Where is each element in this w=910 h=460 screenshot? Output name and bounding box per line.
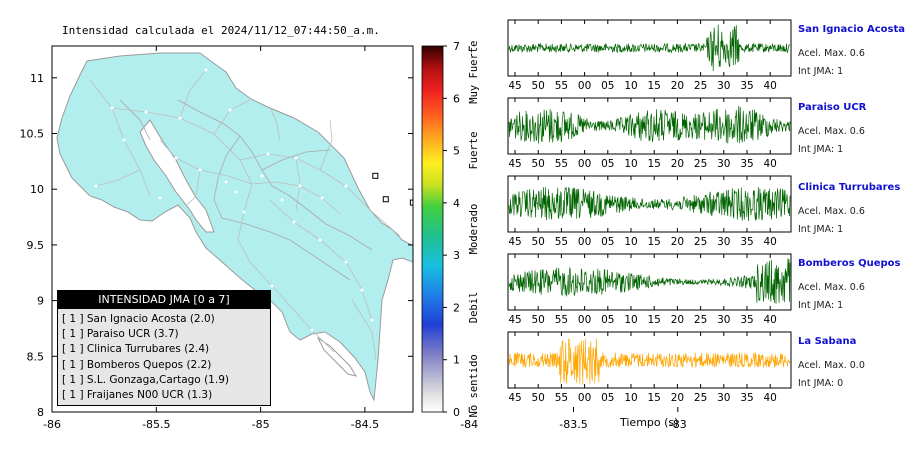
station-marker[interactable] xyxy=(463,192,468,197)
lat-tick-label: 8.5 xyxy=(27,350,45,363)
colorbar-tick-label: 2 xyxy=(453,301,460,314)
station-jma-intensity: Int JMA: 1 xyxy=(798,300,844,311)
lon-tick-label: -86 xyxy=(43,418,61,431)
station-max-acceleration: Acel. Max. 0.6 xyxy=(798,48,865,59)
town-dots xyxy=(94,68,374,332)
station-marker[interactable] xyxy=(450,189,455,194)
legend-entry: [ 1 ] San Ignacio Acosta (2.0) xyxy=(62,313,215,325)
station-name: La Sabana xyxy=(798,336,857,347)
lat-tick-label: 10.5 xyxy=(20,128,45,141)
legend-entry: [ 1 ] Fraijanes N00 UCR (1.3) xyxy=(62,388,213,401)
lat-tick-label: 9.5 xyxy=(27,239,45,252)
lon-tick-label: -83.5 xyxy=(559,418,587,431)
lon-tick-label: -85 xyxy=(252,418,270,431)
colorbar-category-label: Debil xyxy=(468,292,480,324)
station-marker[interactable] xyxy=(372,172,379,179)
station-marker[interactable] xyxy=(567,332,572,337)
station-name: Bomberos Quepos xyxy=(798,258,901,269)
station-name: Clinica Turrubares xyxy=(798,182,901,193)
legend-header: INTENSIDAD JMA [0 a 7] xyxy=(58,291,270,309)
lon-tick-label: -84.5 xyxy=(351,418,379,431)
intensity-colorbar xyxy=(421,45,444,413)
station-marker[interactable] xyxy=(483,203,488,208)
legend-entry: [ 1 ] Clinica Turrubares (2.4) xyxy=(62,343,210,356)
lat-tick-label: 8 xyxy=(37,406,44,419)
lon-tick-label: -85.5 xyxy=(142,418,170,431)
map-frame xyxy=(51,45,414,413)
colorbar-category-label: No sentido xyxy=(468,354,480,417)
station-max-acceleration: Acel. Max. 0.6 xyxy=(798,206,865,217)
station-max-acceleration: Acel. Max. 0.0 xyxy=(798,360,865,371)
lat-tick-label: 11 xyxy=(30,72,44,85)
colorbar-category-label: Moderado xyxy=(468,204,480,255)
lon-tick-label: -83 xyxy=(669,418,687,431)
golfo-dulce xyxy=(316,336,358,377)
station-jma-intensity: Int JMA: 1 xyxy=(798,224,844,235)
lat-tick-label: 10 xyxy=(30,183,44,196)
colorbar-category-label: Muy Fuerte xyxy=(468,41,480,104)
station-max-acceleration: Acel. Max. 0.6 xyxy=(798,126,865,137)
station-jma-intensity: Int JMA: 0 xyxy=(798,378,844,389)
station-max-acceleration: Acel. Max. 0.6 xyxy=(798,282,865,293)
colorbar-tick-label: 7 xyxy=(453,40,460,53)
station-marker[interactable] xyxy=(382,196,389,203)
colorbar-tick-label: 1 xyxy=(453,354,460,367)
station-marker[interactable] xyxy=(533,197,538,202)
station-jma-intensity: Int JMA: 1 xyxy=(798,144,844,155)
map-title: Intensidad calculada el 2024/11/12_07:44… xyxy=(62,24,380,37)
station-jma-intensity: Int JMA: 1 xyxy=(798,66,844,77)
colorbar-tick-label: 3 xyxy=(453,249,460,262)
colorbar-tick-label: 6 xyxy=(453,92,460,105)
colorbar-tick-label: 0 xyxy=(453,406,460,419)
legend-list: [ 1 ] San Ignacio Acosta (2.0) [ 1 ] Para… xyxy=(58,309,270,403)
colorbar-tick-label: 4 xyxy=(453,197,460,210)
station-name: Paraiso UCR xyxy=(798,102,867,113)
map-axes: -86 -85.5 -85 -84.5 -84 -83.5 -831110.5109.598… xyxy=(20,46,687,431)
province-borders xyxy=(119,99,373,281)
station-marker[interactable] xyxy=(444,201,449,206)
time-axis-label: Tiempo (s) xyxy=(620,416,679,429)
gulf-of-nicoya xyxy=(139,119,215,233)
intensity-legend: INTENSIDAD JMA [0 a 7] [ 1 ] San Ignacio… xyxy=(57,290,271,406)
colorbar-tick-label: 5 xyxy=(453,145,460,158)
colorbar-axes: 0 1 2 3 4 5 6 7 No sentido Debil Moderado Fuerte Muy… xyxy=(443,40,480,419)
colorbar-category-label: Fuerte xyxy=(468,132,480,170)
lon-tick-label: -84 xyxy=(460,418,478,431)
legend-entry: [ 1 ] Bomberos Quepos (2.2) xyxy=(62,358,212,371)
legend-entry: [ 1 ] Paraiso UCR (3.7) xyxy=(62,328,179,341)
station-name: San Ignacio Acosta xyxy=(798,24,906,35)
lat-tick-label: 9 xyxy=(37,295,44,308)
legend-entry: [ 1 ] S.L. Gonzaga,Cartago (1.9) xyxy=(62,373,229,386)
